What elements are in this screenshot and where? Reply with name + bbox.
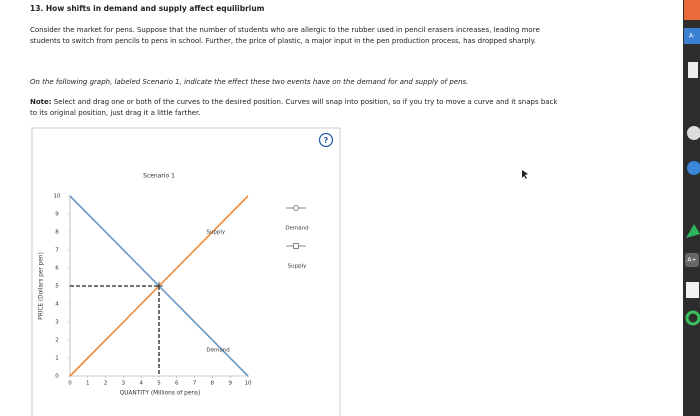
note: Note: Select and drag one or both of the… [30, 97, 560, 119]
chart-title: Scenario 1 [143, 173, 175, 180]
curve-label: Supply [206, 230, 225, 236]
x-tick-label: 10 [245, 381, 252, 387]
question-title: 13. How shifts in demand and supply affe… [30, 4, 265, 13]
y-tick-label: 8 [55, 230, 59, 236]
x-tick-label: 7 [193, 381, 197, 387]
x-tick-label: 8 [211, 381, 215, 387]
sidebar-icon[interactable] [687, 126, 700, 140]
y-tick-label: 4 [55, 302, 59, 308]
sidebar-icon[interactable] [685, 310, 700, 326]
x-tick-label: 5 [157, 381, 161, 387]
sidebar-icon[interactable] [686, 282, 699, 298]
y-tick-label: 1 [55, 356, 59, 362]
y-axis-label: PRICE (Dollars per pen) [39, 252, 45, 320]
x-tick-label: 4 [139, 381, 143, 387]
sidebar-icon[interactable] [688, 62, 698, 78]
y-tick-label: 3 [55, 320, 59, 326]
x-axis-label: QUANTITY (Millions of pens) [120, 391, 201, 397]
sidebar-icon[interactable] [687, 161, 700, 175]
x-tick-label: 9 [228, 381, 232, 387]
sidebar-label: A+ [687, 257, 696, 264]
question-text: Consider the market for pens. Suppose th… [30, 26, 540, 45]
sidebar-icon[interactable] [685, 253, 699, 267]
chart-frame [31, 127, 341, 416]
legend-label: Demand [285, 226, 308, 232]
legend-label: Supply [288, 264, 307, 270]
y-tick-label: 7 [55, 248, 59, 254]
sidebar-icon[interactable] [684, 28, 700, 44]
legend-marker[interactable] [293, 205, 299, 211]
curve-label: Demand [206, 348, 229, 354]
note-text: Select and drag one or both of the curve… [30, 98, 558, 117]
x-tick-label: 3 [122, 381, 126, 387]
help-label: ? [324, 136, 329, 145]
y-tick-label: 9 [55, 212, 59, 218]
equilibrium-marker [155, 282, 163, 290]
instruction: On the following graph, labeled Scenario… [30, 78, 469, 86]
x-tick-label: 2 [104, 381, 108, 387]
x-tick-label: 0 [68, 381, 72, 387]
y-tick-label: 6 [55, 266, 59, 272]
sidebar-label: A- [689, 33, 695, 40]
legend-marker[interactable] [293, 243, 299, 249]
sidebar-icon[interactable] [684, 0, 700, 20]
note-label: Note: [30, 98, 52, 106]
sidebar-icon[interactable] [686, 224, 700, 238]
y-tick-label: 5 [55, 284, 59, 290]
help-button[interactable] [318, 132, 334, 148]
x-tick-label: 1 [86, 381, 90, 387]
y-tick-label: 10 [54, 194, 61, 200]
y-tick-label: 0 [55, 374, 59, 380]
x-tick-label: 6 [175, 381, 179, 387]
y-tick-label: 2 [55, 338, 59, 344]
cursor [522, 170, 528, 179]
